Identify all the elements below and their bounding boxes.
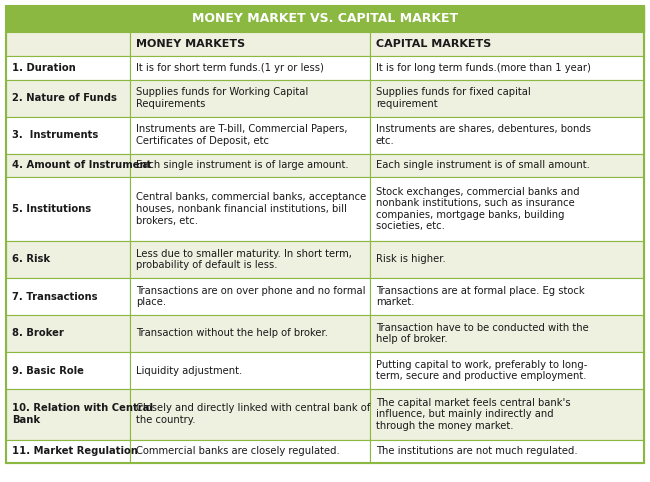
Text: The institutions are not much regulated.: The institutions are not much regulated. <box>376 446 577 456</box>
Text: Each single instrument is of small amount.: Each single instrument is of small amoun… <box>376 160 590 170</box>
Bar <box>131 440 370 463</box>
Bar <box>6 177 131 241</box>
Bar <box>370 153 644 177</box>
Text: 1. Duration: 1. Duration <box>12 63 76 73</box>
Bar <box>370 117 644 153</box>
Text: 2. Nature of Funds: 2. Nature of Funds <box>12 93 117 103</box>
Bar <box>131 352 370 389</box>
Text: MONEY MARKET VS. CAPITAL MARKET: MONEY MARKET VS. CAPITAL MARKET <box>192 13 458 26</box>
Bar <box>6 56 131 80</box>
Bar <box>131 56 370 80</box>
Text: Instruments are shares, debentures, bonds
etc.: Instruments are shares, debentures, bond… <box>376 124 591 146</box>
Text: Central banks, commercial banks, acceptance
houses, nonbank financial institutio: Central banks, commercial banks, accepta… <box>136 192 367 226</box>
Bar <box>370 241 644 278</box>
Text: Less due to smaller maturity. In short term,
probability of default is less.: Less due to smaller maturity. In short t… <box>136 249 352 270</box>
Text: 9. Basic Role: 9. Basic Role <box>12 365 84 375</box>
Bar <box>6 80 131 117</box>
Text: Liquidity adjustment.: Liquidity adjustment. <box>136 365 242 375</box>
Bar <box>370 440 644 463</box>
Bar <box>6 440 131 463</box>
Bar <box>370 352 644 389</box>
Text: Each single instrument is of large amount.: Each single instrument is of large amoun… <box>136 160 349 170</box>
Bar <box>131 153 370 177</box>
Text: Transactions are on over phone and no formal
place.: Transactions are on over phone and no fo… <box>136 286 366 308</box>
Bar <box>370 32 644 56</box>
Text: 5. Institutions: 5. Institutions <box>12 204 91 214</box>
Text: Stock exchanges, commercial banks and
nonbank institutions, such as insurance
co: Stock exchanges, commercial banks and no… <box>376 187 579 231</box>
Text: 10. Relation with Central
Bank: 10. Relation with Central Bank <box>12 403 153 425</box>
Bar <box>131 32 370 56</box>
Text: Risk is higher.: Risk is higher. <box>376 254 445 265</box>
Bar <box>131 389 370 440</box>
Text: MONEY MARKETS: MONEY MARKETS <box>136 39 246 49</box>
Text: Commercial banks are closely regulated.: Commercial banks are closely regulated. <box>136 446 340 456</box>
Bar <box>6 117 131 153</box>
Bar <box>370 80 644 117</box>
Text: It is for long term funds.(more than 1 year): It is for long term funds.(more than 1 y… <box>376 63 591 73</box>
Bar <box>131 315 370 352</box>
Text: It is for short term funds.(1 yr or less): It is for short term funds.(1 yr or less… <box>136 63 324 73</box>
Bar <box>131 241 370 278</box>
Text: Closely and directly linked with central bank of
the country.: Closely and directly linked with central… <box>136 403 370 425</box>
Bar <box>370 389 644 440</box>
Bar <box>370 56 644 80</box>
Text: 8. Broker: 8. Broker <box>12 329 64 338</box>
Text: The capital market feels central bank's
influence, but mainly indirectly and
thr: The capital market feels central bank's … <box>376 398 570 431</box>
Bar <box>131 117 370 153</box>
Text: Supplies funds for fixed capital
requirement: Supplies funds for fixed capital require… <box>376 87 530 109</box>
Bar <box>6 389 131 440</box>
Bar <box>131 80 370 117</box>
Bar <box>131 278 370 315</box>
Text: 7. Transactions: 7. Transactions <box>12 292 98 302</box>
Text: Putting capital to work, preferably to long-
term, secure and productive employm: Putting capital to work, preferably to l… <box>376 360 587 381</box>
Text: Supplies funds for Working Capital
Requirements: Supplies funds for Working Capital Requi… <box>136 87 309 109</box>
Text: 11. Market Regulation: 11. Market Regulation <box>12 446 138 456</box>
Bar <box>6 153 131 177</box>
Text: 4. Amount of Instrument: 4. Amount of Instrument <box>12 160 151 170</box>
Text: CAPITAL MARKETS: CAPITAL MARKETS <box>376 39 491 49</box>
Text: Transaction without the help of broker.: Transaction without the help of broker. <box>136 329 328 338</box>
Text: Transaction have to be conducted with the
help of broker.: Transaction have to be conducted with th… <box>376 323 588 344</box>
Bar <box>370 177 644 241</box>
Bar <box>6 315 131 352</box>
Text: 6. Risk: 6. Risk <box>12 254 50 265</box>
Bar <box>6 352 131 389</box>
Bar <box>370 278 644 315</box>
Bar <box>6 32 131 56</box>
Bar <box>370 315 644 352</box>
Bar <box>131 177 370 241</box>
Text: Instruments are T-bill, Commercial Papers,
Certificates of Deposit, etc: Instruments are T-bill, Commercial Paper… <box>136 124 348 146</box>
Text: Transactions are at formal place. Eg stock
market.: Transactions are at formal place. Eg sto… <box>376 286 584 308</box>
Bar <box>6 6 644 32</box>
Bar <box>6 278 131 315</box>
Bar <box>6 241 131 278</box>
Text: 3.  Instruments: 3. Instruments <box>12 130 98 140</box>
